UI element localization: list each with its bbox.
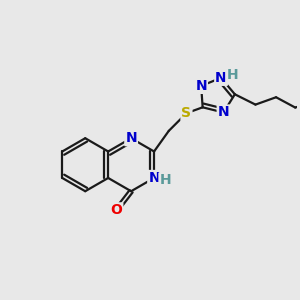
Text: N: N bbox=[218, 106, 229, 119]
Text: H: H bbox=[226, 68, 238, 82]
Text: O: O bbox=[110, 203, 122, 218]
Text: N: N bbox=[125, 131, 137, 145]
Text: H: H bbox=[159, 173, 171, 187]
Text: N: N bbox=[215, 71, 227, 85]
Text: N: N bbox=[195, 79, 207, 93]
Text: N: N bbox=[148, 171, 160, 185]
Text: S: S bbox=[182, 106, 191, 120]
